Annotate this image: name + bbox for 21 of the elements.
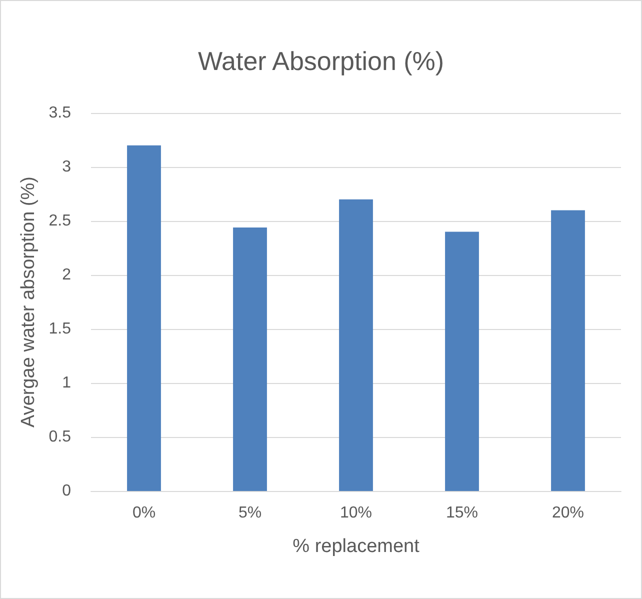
bar [127,145,161,491]
x-tick-label: 10% [340,504,372,522]
bar [339,199,373,491]
x-tick-label: 0% [132,504,156,522]
y-tick-label: 1 [62,374,72,392]
bar [233,227,267,491]
y-axis-title: Avergae water absorption (%) [18,176,39,428]
x-tick-label: 20% [552,504,584,522]
y-tick-label: 0.5 [48,428,72,446]
bar [551,210,585,491]
bar [445,232,479,491]
x-axis-title: % replacement [292,536,420,557]
chart-title: Water Absorption (%) [198,46,444,76]
x-tick-label: 5% [238,504,262,522]
y-tick-label: 1.5 [48,320,72,338]
y-tick-label: 0 [62,482,72,500]
y-tick-label: 3 [62,158,72,176]
y-tick-label: 2.5 [48,212,72,230]
y-tick-label: 2 [62,266,72,284]
y-tick-label: 3.5 [48,104,72,122]
x-tick-label: 15% [446,504,478,522]
